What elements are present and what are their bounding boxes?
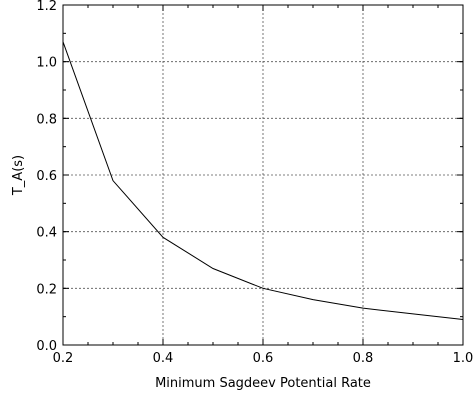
y-tick-label: 1.0 xyxy=(36,56,57,71)
y-axis-label: T_A(s) xyxy=(11,155,26,196)
x-tick-label: 0.6 xyxy=(253,351,274,366)
x-tick-label: 0.2 xyxy=(53,351,74,366)
y-tick-label: 1.2 xyxy=(36,0,57,14)
y-tick-labels: 0.0 0.2 0.4 0.6 0.8 1.0 1.2 xyxy=(36,0,57,354)
y-tick-label: 0.8 xyxy=(36,112,57,127)
series-line xyxy=(62,41,464,320)
y-tick-label: 0.0 xyxy=(36,339,57,354)
grid-lines xyxy=(63,5,463,345)
x-axis-label: Minimum Sagdeev Potential Rate xyxy=(155,376,371,391)
y-tick-label: 0.2 xyxy=(36,282,57,297)
x-tick-label: 0.8 xyxy=(353,351,374,366)
series-layer xyxy=(62,41,464,320)
y-tick-label: 0.6 xyxy=(36,169,57,184)
x-tick-label: 1.0 xyxy=(453,351,473,366)
tick-marks xyxy=(62,4,464,346)
x-tick-label: 0.4 xyxy=(153,351,174,366)
x-tick-labels: 0.2 0.4 0.6 0.8 1.0 xyxy=(53,351,473,366)
y-tick-label: 0.4 xyxy=(36,226,57,241)
